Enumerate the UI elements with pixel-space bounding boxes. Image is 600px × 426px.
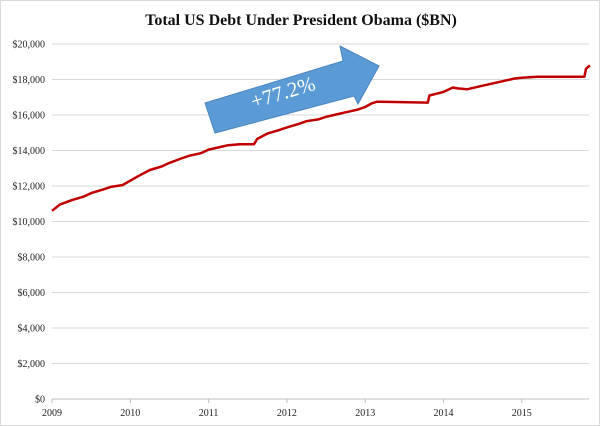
x-tick-label: 2015 bbox=[512, 408, 532, 419]
y-tick-label: $14,000 bbox=[13, 146, 46, 157]
growth-arrow-annotation: +77.2% bbox=[204, 45, 380, 134]
chart-title: Total US Debt Under President Obama ($BN… bbox=[145, 12, 457, 29]
y-tick-label: $20,000 bbox=[13, 40, 46, 51]
y-tick-label: $0 bbox=[35, 395, 45, 406]
x-tick-label: 2009 bbox=[42, 408, 62, 419]
y-tick-label: $6,000 bbox=[18, 288, 46, 299]
y-axis-ticks: $0 $2,000 $4,000 $6,000 $8,000 $10,000 $12,000… bbox=[13, 40, 46, 406]
x-tick-label: 2013 bbox=[355, 408, 375, 419]
y-tick-label: $4,000 bbox=[18, 324, 46, 335]
x-tick-label: 2014 bbox=[434, 408, 454, 419]
y-tick-label: $18,000 bbox=[13, 75, 46, 86]
y-tick-label: $16,000 bbox=[13, 111, 46, 122]
y-tick-label: $2,000 bbox=[18, 359, 46, 370]
y-tick-label: $12,000 bbox=[13, 182, 46, 193]
y-tick-label: $8,000 bbox=[18, 253, 46, 264]
x-tick-label: 2010 bbox=[120, 408, 140, 419]
series-line-total-debt bbox=[51, 64, 591, 212]
x-axis-ticks: 2009 2010 2011 2012 2013 2014 2015 bbox=[42, 399, 532, 419]
y-tick-label: $10,000 bbox=[13, 217, 46, 228]
x-tick-label: 2011 bbox=[199, 408, 219, 419]
arrow-shape bbox=[204, 45, 380, 134]
x-tick-label: 2012 bbox=[277, 408, 297, 419]
